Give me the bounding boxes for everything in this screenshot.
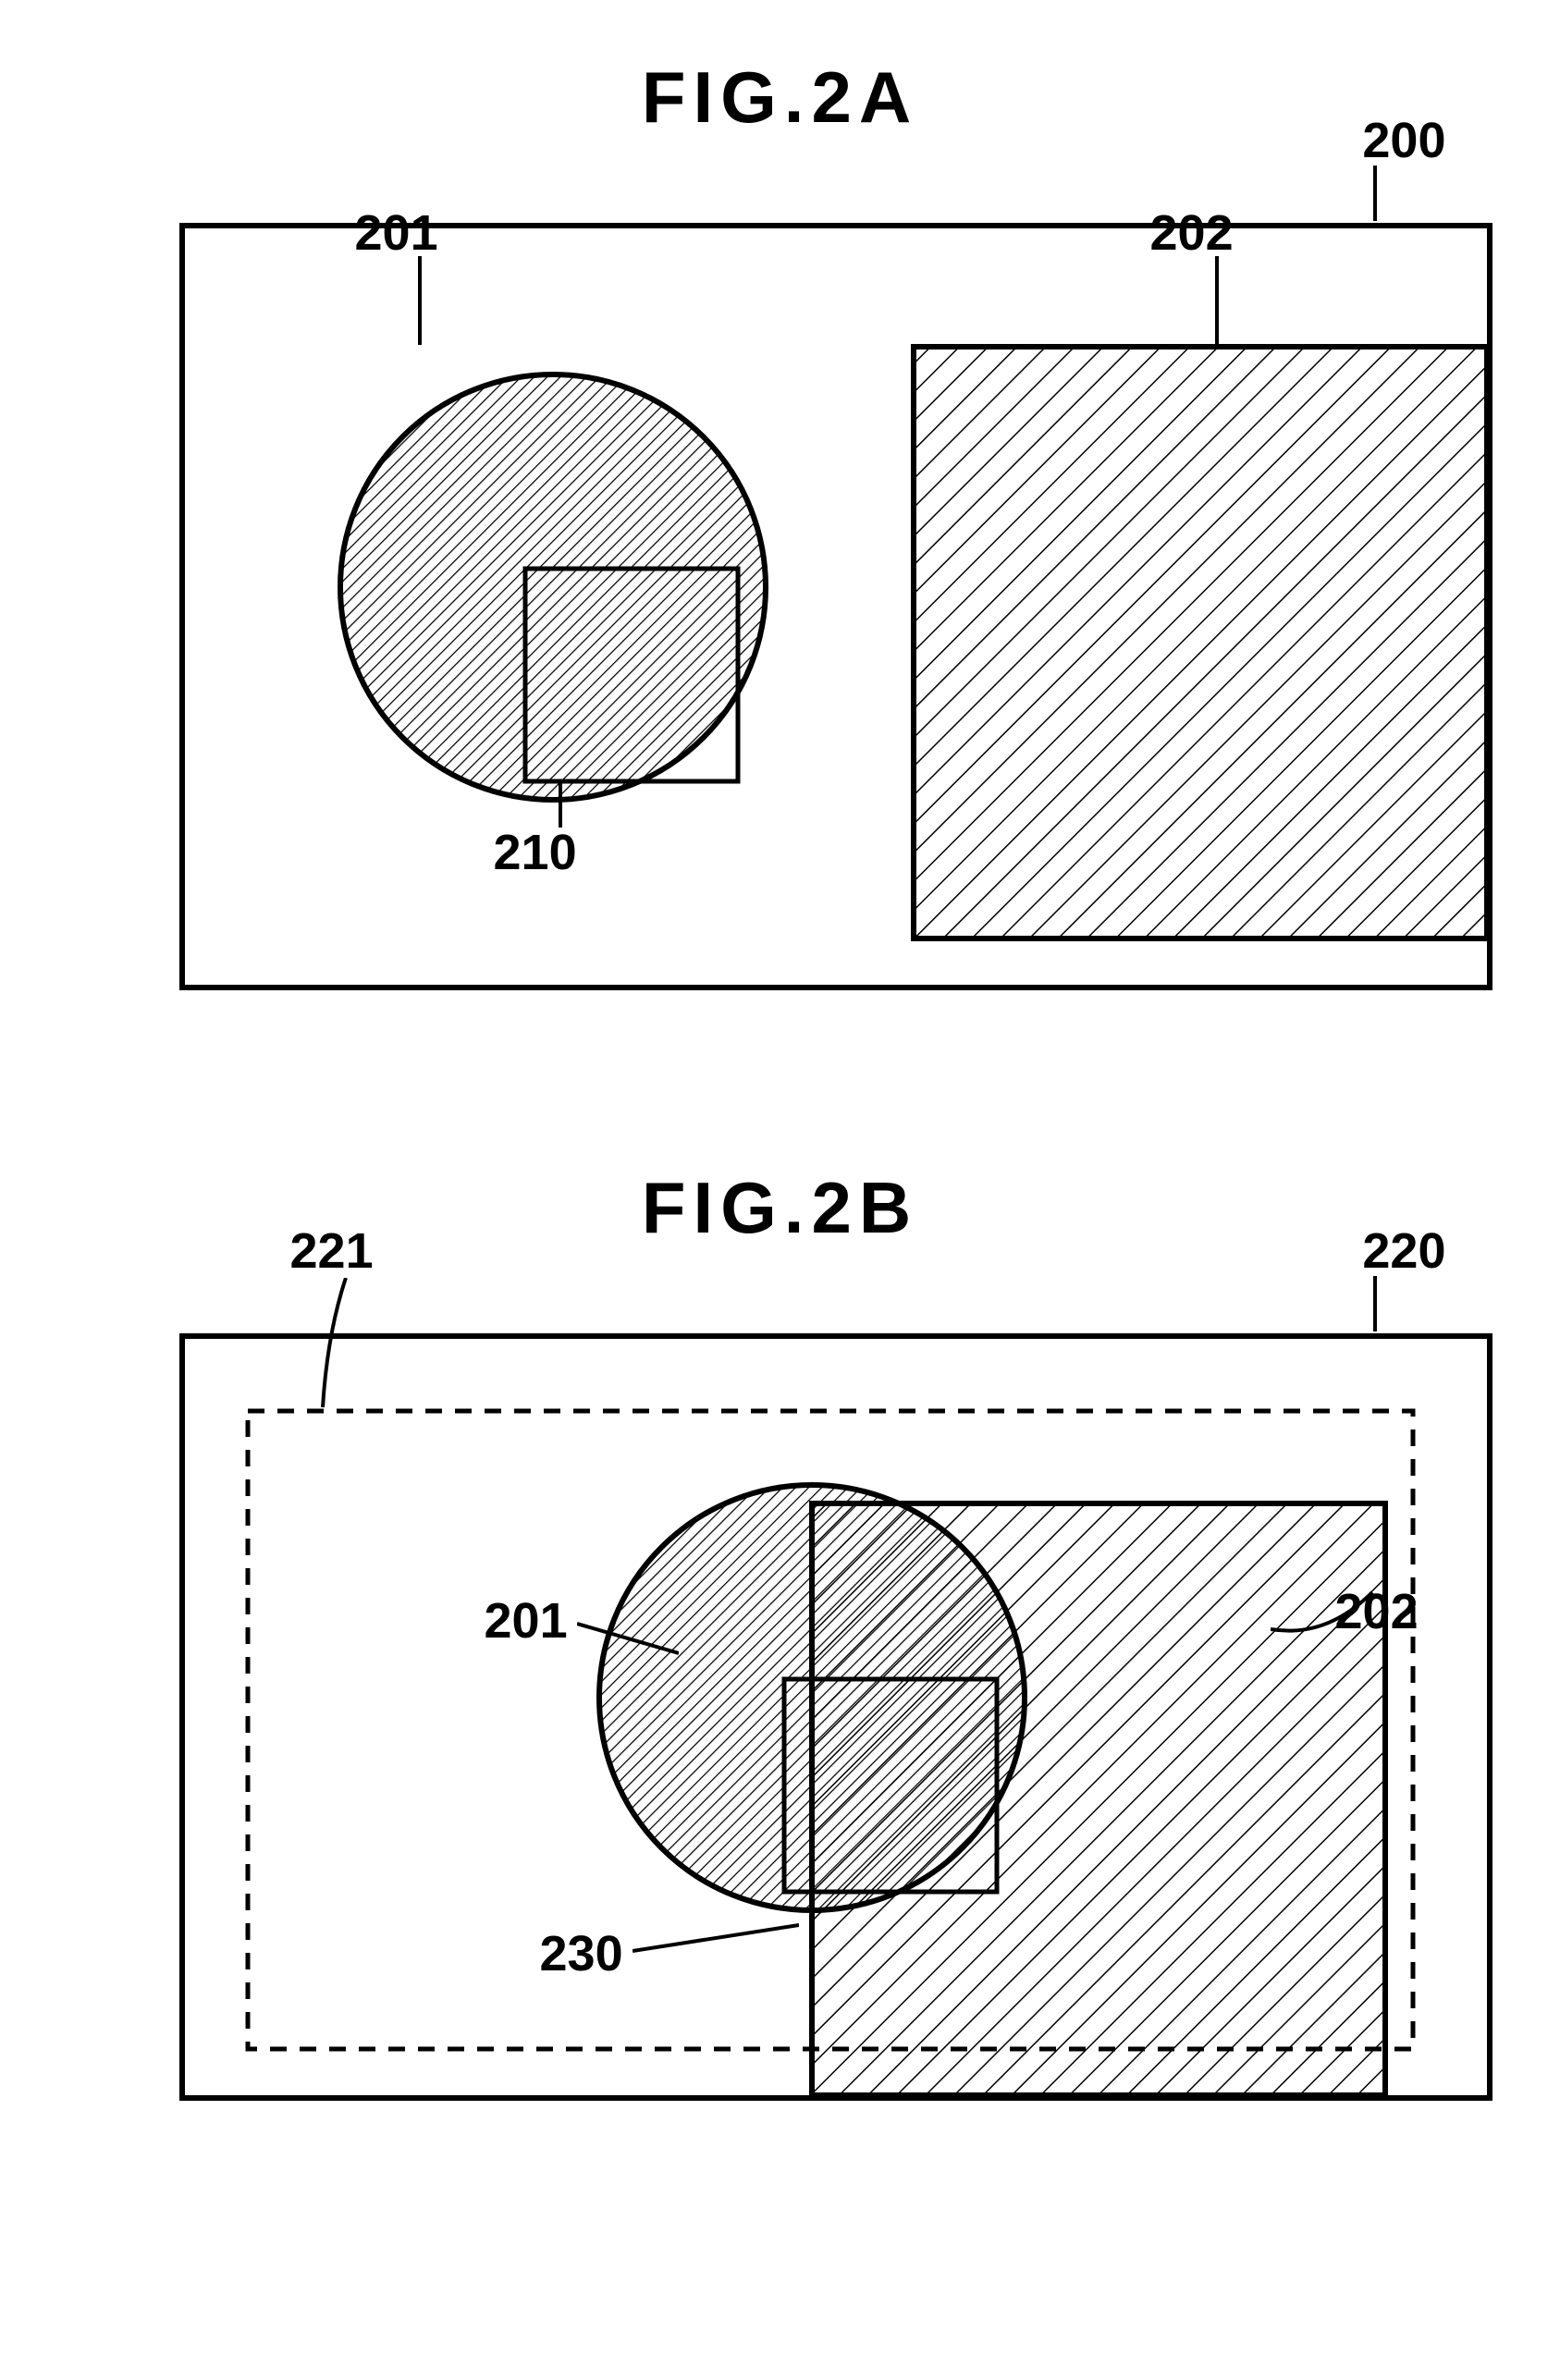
ref-label-221: 221	[290, 1222, 374, 1280]
shape-201	[340, 374, 766, 800]
figure-2b-title: FIG.2B	[59, 1166, 1502, 1250]
ref-label-220: 220	[1362, 1222, 1445, 1280]
leader-200	[1373, 166, 1377, 221]
shape-202	[914, 347, 1487, 939]
ref-label-200: 200	[1362, 112, 1445, 169]
panel-200	[179, 223, 1492, 990]
figure-2b: FIG.2B 220 221 201 202 230	[59, 1166, 1502, 2175]
figure-2a-panel-wrap: 200 201 202 210	[59, 177, 1502, 1037]
fig2a-svg	[185, 228, 1487, 985]
figure-2b-panel-wrap: 220 221 201 202 230	[59, 1287, 1502, 2175]
shape-201b	[599, 1485, 1025, 1910]
figure-2a: FIG.2A 200 201 202 210	[59, 55, 1502, 1037]
panel-220	[179, 1333, 1492, 2101]
figure-2a-title: FIG.2A	[59, 55, 1502, 140]
leader-220	[1373, 1276, 1377, 1331]
fig2b-svg	[185, 1339, 1487, 2095]
